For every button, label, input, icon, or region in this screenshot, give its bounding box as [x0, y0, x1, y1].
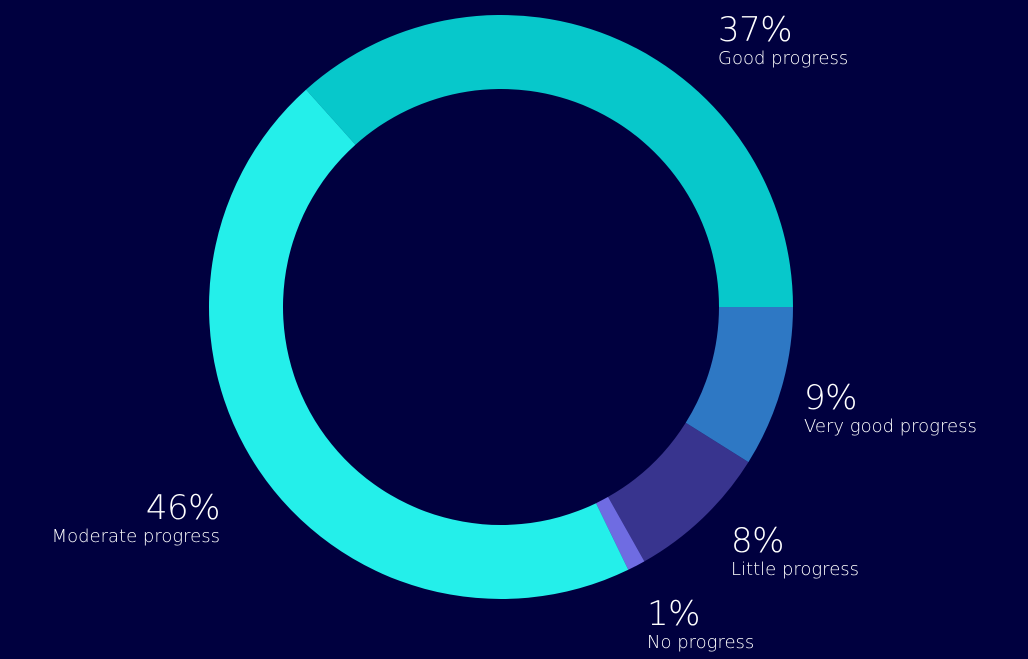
- slice-very-good-progress: [685, 307, 793, 463]
- label-moderate-progress: 46% Moderate progress: [0, 488, 221, 548]
- little-progress-percent: 8%: [731, 521, 784, 561]
- very-good-progress-percent: 9%: [804, 378, 857, 418]
- label-little-progress: 8% Little progress: [731, 523, 859, 581]
- moderate-progress-percent: 46%: [145, 488, 221, 528]
- very-good-progress-name: Very good progress: [804, 416, 977, 437]
- label-very-good-progress: 9% Very good progress: [804, 380, 977, 438]
- no-progress-name: No progress: [647, 632, 755, 653]
- donut-slices: [209, 15, 793, 599]
- slice-little-progress: [608, 422, 749, 562]
- slice-no-progress: [596, 496, 645, 570]
- good-progress-percent: 37%: [718, 10, 793, 50]
- no-progress-percent: 1%: [647, 594, 700, 634]
- good-progress-name: Good progress: [718, 48, 849, 69]
- slice-moderate-progress: [209, 89, 629, 599]
- label-good-progress: 37% Good progress: [718, 12, 848, 70]
- label-no-progress: 1% No progress: [647, 596, 754, 654]
- moderate-progress-name: Moderate progress: [51, 526, 220, 547]
- little-progress-name: Little progress: [731, 559, 860, 580]
- slice-good-progress: [306, 15, 793, 308]
